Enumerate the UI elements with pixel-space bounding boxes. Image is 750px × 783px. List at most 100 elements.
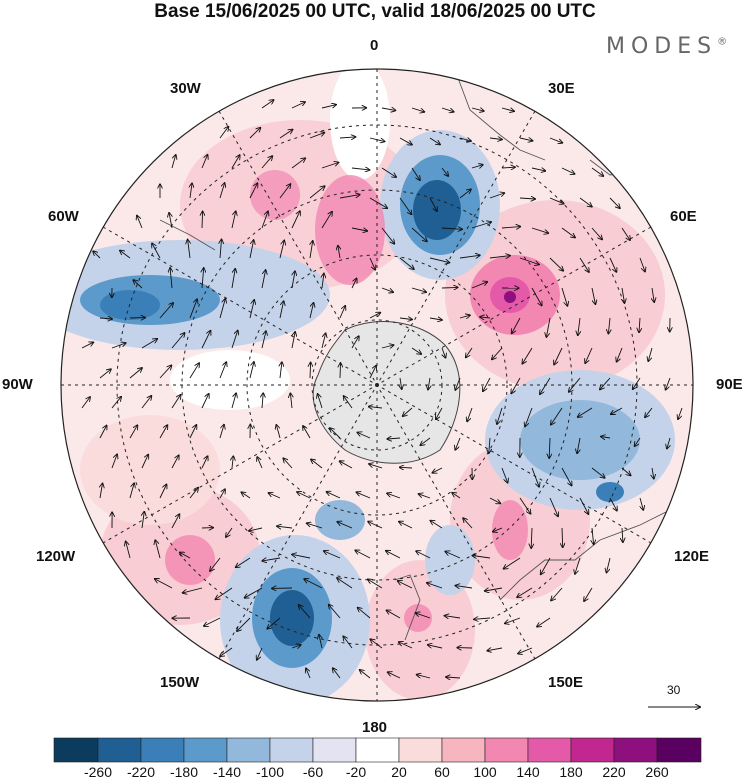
wind-vectors <box>81 100 683 679</box>
wind-vector <box>472 556 491 559</box>
wind-vector <box>310 363 311 379</box>
wind-vector <box>355 550 371 559</box>
lon-label-180: 180 <box>362 719 388 736</box>
wind-vector <box>381 345 394 348</box>
wind-vector <box>219 362 226 379</box>
wind-vector <box>441 228 462 229</box>
wind-vector <box>307 523 323 529</box>
wind-vector <box>466 347 473 357</box>
wind-vector <box>678 407 683 419</box>
wind-vector <box>237 617 251 631</box>
wind-vector <box>170 268 172 289</box>
wind-vector <box>261 100 274 109</box>
wind-vector <box>483 377 491 391</box>
wind-vector <box>607 557 611 573</box>
wind-vector <box>622 287 625 303</box>
wind-vector <box>129 425 137 439</box>
wind-vector <box>137 216 143 229</box>
wind-vector <box>441 167 448 176</box>
wind-vector <box>622 527 623 542</box>
wind-vector <box>428 645 443 649</box>
wind-vector <box>183 587 203 593</box>
wind-vector <box>489 437 490 453</box>
wind-vector <box>210 557 221 571</box>
wind-vector <box>141 455 148 469</box>
wind-vector <box>417 675 431 679</box>
lon-label-90w: 90W <box>2 376 33 393</box>
wind-vector <box>452 493 461 499</box>
wind-vector <box>471 108 484 111</box>
wind-vector <box>519 257 539 265</box>
colorbar <box>53 737 702 763</box>
wind-vector <box>311 459 323 469</box>
wind-vector <box>640 497 643 510</box>
wind-vector <box>351 279 357 289</box>
wind-vector <box>257 647 263 660</box>
colorbar-swatch <box>355 737 400 763</box>
wind-vector <box>554 347 563 365</box>
colorbar-swatch <box>97 737 142 763</box>
colorbar-swatch <box>269 737 314 763</box>
colorbar-swatch <box>527 737 572 763</box>
wind-vector <box>492 347 503 359</box>
wind-vector <box>445 552 461 559</box>
wind-vector <box>489 193 504 199</box>
wind-vector <box>249 128 260 139</box>
wind-vector <box>236 557 251 567</box>
colorbar-tick-label: 180 <box>559 764 583 780</box>
wind-vector <box>429 197 437 211</box>
wind-vector <box>608 317 610 334</box>
wind-vector <box>493 528 503 532</box>
wind-vector <box>403 407 413 416</box>
wind-vector <box>81 342 93 349</box>
wind-vector <box>337 522 353 529</box>
wind-vector <box>220 647 233 656</box>
wind-vector <box>324 551 341 559</box>
wind-vector <box>321 212 332 229</box>
wind-vector <box>303 426 311 439</box>
wind-vector <box>340 363 341 379</box>
wind-vector <box>338 246 340 259</box>
wind-vector <box>142 512 144 529</box>
wind-vector <box>99 318 112 319</box>
wind-vector <box>369 366 376 379</box>
wind-vector <box>201 456 208 469</box>
wind-vector <box>99 426 107 439</box>
wind-vector <box>290 393 292 409</box>
wind-vector <box>455 437 461 450</box>
wind-vector <box>551 587 563 601</box>
wind-vector <box>171 395 181 409</box>
wind-vector <box>621 467 631 475</box>
wind-vector <box>279 184 290 199</box>
wind-vector <box>188 240 190 259</box>
wind-vector <box>171 455 179 469</box>
wind-vector <box>249 183 257 199</box>
wind-vector <box>411 107 424 112</box>
wind-vector <box>291 645 301 648</box>
colorbar-swatch <box>441 737 486 763</box>
wind-vector <box>358 608 371 619</box>
wind-vector <box>126 542 131 559</box>
wind-vector <box>388 672 401 679</box>
wind-vector <box>351 168 369 170</box>
wind-vector <box>180 553 191 559</box>
wind-vector <box>232 456 233 469</box>
wind-vector <box>249 362 254 379</box>
wind-vector <box>249 240 254 259</box>
wind-vector <box>249 528 263 531</box>
wind-vector <box>159 485 167 499</box>
wind-vector <box>463 518 473 529</box>
wind-vector <box>645 407 653 417</box>
wind-vector <box>297 492 311 499</box>
wind-vector <box>436 407 443 419</box>
wind-vector <box>485 587 503 591</box>
wind-vector <box>519 497 531 514</box>
wind-vector <box>420 437 431 445</box>
wind-vector <box>411 347 421 354</box>
antarctica-land <box>312 321 461 464</box>
wind-vector <box>261 156 272 169</box>
wind-vector <box>459 315 470 318</box>
wind-vector <box>441 287 458 288</box>
wind-vector <box>231 269 235 289</box>
wind-vector <box>471 222 491 229</box>
